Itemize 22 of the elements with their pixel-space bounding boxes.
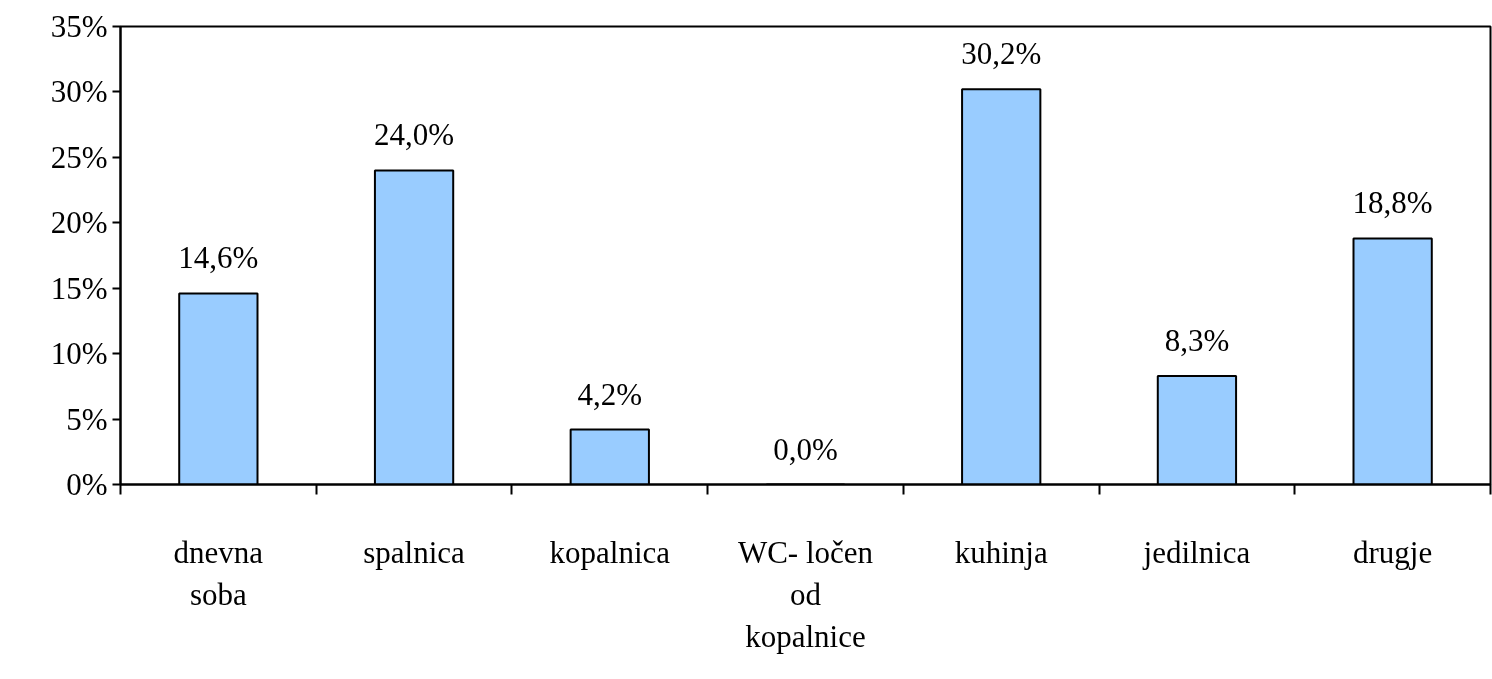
data-label: 0,0%	[773, 431, 838, 467]
y-tick-label: 5%	[66, 401, 108, 437]
x-tick-label: jedilnica	[1142, 534, 1251, 570]
y-tick-label: 35%	[50, 9, 108, 44]
y-tick-label: 15%	[50, 270, 108, 306]
x-tick-label: kopalnica	[549, 534, 671, 570]
data-label: 14,6%	[178, 240, 259, 276]
y-tick-label: 30%	[50, 74, 108, 110]
data-label: 30,2%	[961, 36, 1042, 72]
x-tick-label: WC- ločen od kopalnice	[737, 534, 874, 654]
x-tick-label: dnevna soba	[173, 534, 264, 612]
y-tick-label: 0%	[66, 467, 108, 502]
y-tick-label: 25%	[50, 139, 108, 175]
data-label: 24,0%	[374, 117, 455, 153]
x-tick-label: drugje	[1353, 534, 1433, 570]
data-label: 8,3%	[1164, 322, 1230, 358]
y-tick-label: 10%	[50, 336, 108, 372]
data-label: 4,2%	[577, 376, 643, 412]
y-tick-label: 20%	[50, 205, 108, 241]
data-label: 18,8%	[1352, 185, 1433, 221]
x-tick-label: spalnica	[363, 534, 466, 570]
x-tick-label: kuhinja	[954, 534, 1048, 570]
